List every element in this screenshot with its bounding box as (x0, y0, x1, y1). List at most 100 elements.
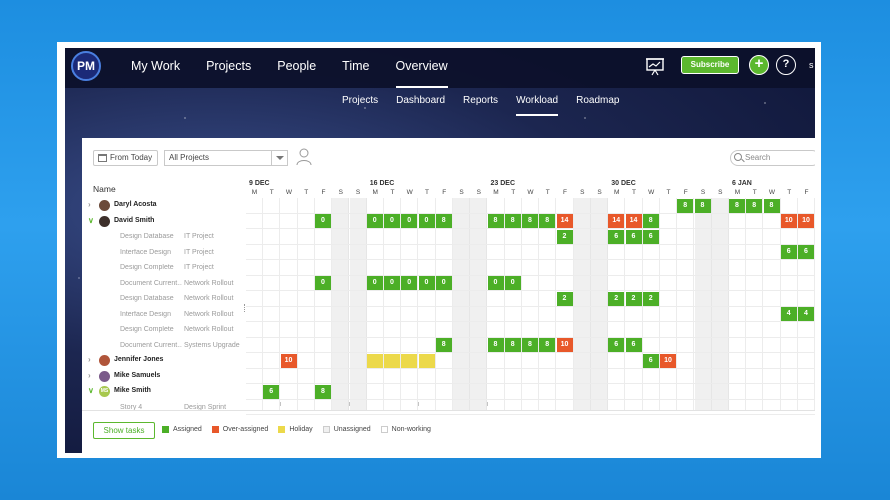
assigned-cell[interactable]: 8 (746, 198, 763, 213)
task-row[interactable]: Document Current... Systems Upgrade (82, 338, 246, 354)
assigned-cell[interactable]: 8 (315, 384, 331, 399)
task-row[interactable]: Design Complete Network Rollout (82, 322, 246, 338)
assigned-cell[interactable]: 8 (677, 198, 694, 213)
tab-projects[interactable]: Projects (342, 95, 379, 106)
column-resize-handle[interactable] (244, 304, 246, 312)
holiday-cell[interactable] (418, 353, 435, 368)
assigned-cell[interactable]: 0 (504, 276, 521, 290)
assigned-cell[interactable]: 8 (435, 214, 452, 228)
tab-reports[interactable]: Reports (463, 95, 499, 106)
show-tasks-button[interactable]: Show tasks (93, 422, 155, 439)
assigned-cell[interactable]: 0 (435, 276, 452, 290)
presentation-icon[interactable] (645, 56, 665, 76)
assigned-cell[interactable]: 2 (608, 291, 625, 306)
pm-logo[interactable]: PM (71, 51, 101, 81)
main-nav-my-work[interactable]: My Work (131, 59, 181, 73)
assigned-cell[interactable]: 8 (539, 214, 556, 228)
assigned-cell[interactable]: 0 (401, 276, 418, 290)
task-row[interactable]: Interface Design IT Project (82, 245, 246, 261)
tab-workload[interactable]: Workload (516, 88, 559, 116)
assigned-cell[interactable]: 6 (608, 229, 625, 244)
over-assigned-cell[interactable]: 10 (780, 214, 797, 228)
assigned-cell[interactable]: 0 (315, 276, 331, 290)
main-nav-overview[interactable]: Overview (395, 48, 448, 88)
chevron-right-icon[interactable]: › (88, 355, 91, 364)
person-row[interactable]: › Mike Samuels (82, 369, 246, 385)
task-row[interactable]: Interface Design Network Rollout (82, 307, 246, 323)
project-filter-select[interactable]: All Projects (164, 150, 288, 166)
assigned-cell[interactable]: 0 (401, 214, 418, 228)
tab-roadmap[interactable]: Roadmap (576, 95, 620, 106)
assigned-cell[interactable]: 6 (625, 338, 642, 352)
chevron-right-icon[interactable]: › (88, 370, 91, 380)
assigned-cell[interactable]: 0 (315, 214, 331, 228)
assigned-cell[interactable]: 4 (798, 307, 814, 321)
assigned-cell[interactable]: 6 (642, 353, 659, 368)
subscribe-button[interactable]: Subscribe (681, 56, 739, 74)
assigned-cell[interactable]: 8 (539, 338, 556, 352)
user-filter-icon[interactable] (296, 148, 312, 166)
over-assigned-cell[interactable]: 14 (625, 214, 642, 228)
user-menu[interactable]: s (809, 60, 814, 70)
name-column-header[interactable]: Name (93, 184, 116, 194)
person-row[interactable]: › Daryl Acosta (82, 198, 246, 214)
main-nav-people[interactable]: People (277, 59, 317, 73)
assigned-cell[interactable]: 8 (522, 214, 538, 228)
add-button[interactable]: + (749, 55, 769, 75)
tab-dashboard[interactable]: Dashboard (396, 95, 446, 106)
assigned-cell[interactable]: 8 (522, 338, 538, 352)
assigned-cell[interactable]: 2 (642, 291, 659, 306)
over-assigned-cell[interactable]: 14 (556, 214, 573, 228)
assigned-cell[interactable]: 0 (384, 214, 400, 228)
assigned-cell[interactable]: 0 (366, 276, 383, 290)
assigned-cell[interactable]: 6 (263, 384, 280, 399)
chevron-down-icon[interactable]: ∨ (88, 386, 94, 395)
assigned-cell[interactable]: 0 (487, 276, 504, 290)
search-input[interactable]: Search (730, 150, 815, 166)
assigned-cell[interactable]: 6 (798, 245, 814, 259)
person-row[interactable]: ∨ David Smith (82, 214, 246, 230)
assigned-cell[interactable]: 0 (384, 276, 400, 290)
help-button[interactable]: ? (776, 55, 796, 75)
assigned-cell[interactable]: 8 (435, 338, 452, 352)
assigned-cell[interactable]: 2 (556, 291, 573, 306)
chevron-down-icon[interactable]: ∨ (88, 215, 94, 225)
assigned-cell[interactable]: 6 (780, 245, 797, 259)
task-row[interactable]: Design Database IT Project (82, 229, 246, 245)
over-assigned-cell[interactable]: 10 (660, 353, 676, 368)
assigned-cell[interactable]: 2 (625, 291, 642, 306)
assigned-cell[interactable]: 8 (694, 198, 711, 213)
assigned-cell[interactable]: 6 (642, 229, 659, 244)
over-assigned-cell[interactable]: 10 (280, 353, 297, 368)
holiday-cell[interactable] (401, 353, 418, 368)
assigned-cell[interactable]: 8 (763, 198, 780, 213)
assigned-cell[interactable]: 8 (504, 214, 521, 228)
over-assigned-cell[interactable]: 10 (798, 214, 814, 228)
assigned-cell[interactable]: 0 (366, 214, 383, 228)
over-assigned-cell[interactable]: 14 (608, 214, 625, 228)
assigned-cell[interactable]: 6 (625, 229, 642, 244)
holiday-cell[interactable] (384, 353, 400, 368)
assigned-cell[interactable]: 2 (556, 229, 573, 244)
assigned-cell[interactable]: 8 (487, 338, 504, 352)
task-row[interactable]: Design Database Network Rollout (82, 291, 246, 307)
assigned-cell[interactable]: 8 (504, 338, 521, 352)
assigned-cell[interactable]: 4 (780, 307, 797, 321)
task-row[interactable]: Design Complete IT Project (82, 260, 246, 276)
task-row[interactable]: Story 4 Design Sprint (82, 400, 246, 416)
assigned-cell[interactable]: 6 (608, 338, 625, 352)
person-row[interactable]: ∨ MS Mike Smith (82, 384, 246, 400)
person-row[interactable]: › Jennifer Jones (82, 353, 246, 369)
assigned-cell[interactable]: 8 (642, 214, 659, 228)
main-nav-time[interactable]: Time (342, 59, 370, 73)
assigned-cell[interactable]: 0 (418, 214, 435, 228)
task-row[interactable]: Document Current... Network Rollout (82, 276, 246, 292)
main-nav-projects[interactable]: Projects (206, 59, 252, 73)
from-today-button[interactable]: From Today (93, 150, 158, 166)
assigned-cell[interactable]: 0 (418, 276, 435, 290)
over-assigned-cell[interactable]: 10 (556, 338, 573, 352)
assigned-cell[interactable]: 8 (487, 214, 504, 228)
assigned-cell[interactable]: 8 (729, 198, 745, 213)
chevron-right-icon[interactable]: › (88, 200, 91, 209)
chevron-down-icon[interactable] (271, 151, 287, 165)
